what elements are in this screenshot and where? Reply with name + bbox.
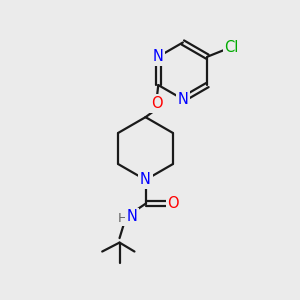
Text: Cl: Cl	[224, 40, 238, 55]
Text: N: N	[127, 209, 138, 224]
Text: N: N	[140, 172, 151, 188]
Text: O: O	[151, 96, 163, 111]
Text: N: N	[177, 92, 188, 107]
Text: N: N	[153, 49, 164, 64]
Text: H: H	[118, 212, 128, 225]
Text: O: O	[167, 196, 179, 211]
